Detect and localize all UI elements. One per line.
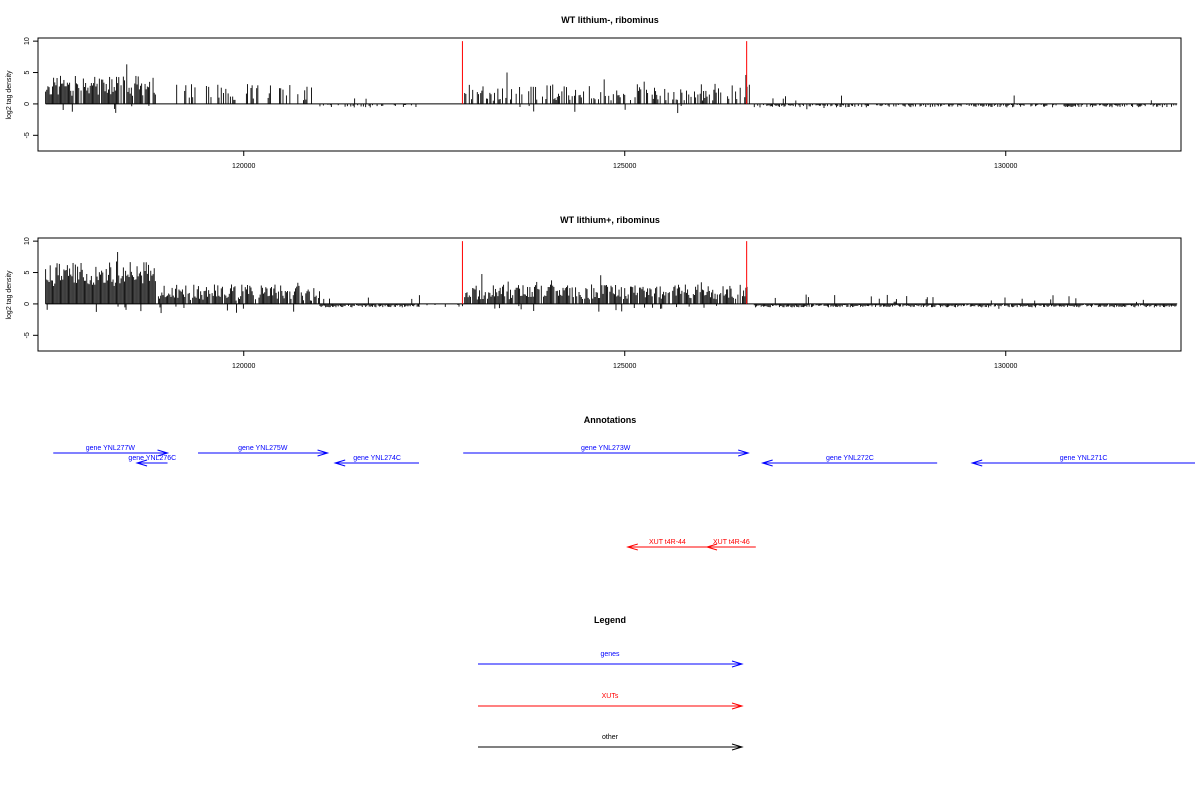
y-axis-label: log2 tag density: [6, 70, 13, 120]
y-tick-label: 5: [24, 270, 31, 274]
red-markers: [461, 241, 748, 304]
plot-frame: [37, 237, 1182, 352]
density-bars: [45, 64, 1178, 114]
xut-arrows: XUT t4R-44 XUT t4R-46: [626, 539, 756, 551]
x-tick-label: 130000: [994, 363, 1017, 370]
track-panel-lithium-plus: WT lithium+, ribominus log2 tag density …: [6, 215, 1182, 370]
gene-arrow-head: [157, 449, 170, 457]
y-tick-label: 5: [24, 70, 31, 74]
gene-label: gene YNL276C: [128, 455, 176, 462]
gene-arrow-head: [135, 459, 148, 467]
legend-arrow-head: [731, 743, 744, 751]
gene-label: gene YNL271C: [1060, 455, 1108, 462]
y-axis: -5 0 5 10: [24, 37, 38, 138]
gene-label: gene YNL277W: [86, 445, 136, 452]
x-tick-label: 120000: [232, 363, 255, 370]
legend-label: genes: [600, 651, 620, 658]
x-tick-label: 120000: [232, 163, 255, 170]
gene-arrows: gene YNL277W gene YNL276C gene YNL275W gene…: [53, 445, 1195, 467]
panel-title: WT lithium+, ribominus: [560, 215, 660, 225]
y-tick-label: -5: [24, 132, 31, 138]
gene-arrow-head: [333, 459, 346, 467]
legend-arrow-head: [731, 660, 744, 668]
x-tick-label: 130000: [994, 163, 1017, 170]
panel-title: WT lithium-, ribominus: [561, 15, 659, 25]
y-axis-label: log2 tag density: [6, 270, 13, 320]
track-panel-lithium-minus: WT lithium-, ribominus log2 tag density …: [6, 15, 1182, 170]
gene-arrow-head: [970, 459, 983, 467]
x-tick-label: 125000: [613, 363, 636, 370]
xut-label: XUT t4R-46: [713, 539, 750, 546]
y-tick-label: 0: [24, 102, 31, 106]
y-tick-label: 0: [24, 302, 31, 306]
legend-label: XUTs: [602, 693, 619, 700]
gene-arrow-head: [317, 449, 330, 457]
x-axis: 120000 125000 130000: [232, 151, 1018, 170]
legend-arrow-head: [731, 702, 744, 710]
legend-label: other: [602, 734, 619, 741]
gene-arrow-head: [738, 449, 750, 457]
x-axis: 120000 125000 130000: [232, 351, 1018, 370]
y-tick-label: 10: [24, 237, 31, 245]
y-axis: -5 0 5 10: [24, 237, 38, 338]
y-tick-label: 10: [24, 37, 31, 45]
red-markers: [461, 41, 748, 104]
x-tick-label: 125000: [613, 163, 636, 170]
xut-arrow-head: [626, 543, 638, 551]
legend: Legend genes XUTs other: [478, 615, 744, 751]
gene-label: gene YNL274C: [353, 455, 401, 462]
y-tick-label: -5: [24, 332, 31, 338]
xut-arrow-head: [705, 543, 718, 551]
legend-title: Legend: [594, 615, 626, 625]
xut-label: XUT t4R-44: [649, 539, 686, 546]
gene-label: gene YNL272C: [826, 455, 874, 462]
annotations-title: Annotations: [584, 415, 637, 425]
gene-arrow-head: [760, 459, 773, 467]
plot-frame: [37, 37, 1182, 152]
gene-label: gene YNL275W: [238, 445, 288, 452]
legend-items: genes XUTs other: [478, 651, 744, 751]
gene-label: gene YNL273W: [581, 445, 631, 452]
density-bars: [45, 252, 1178, 314]
